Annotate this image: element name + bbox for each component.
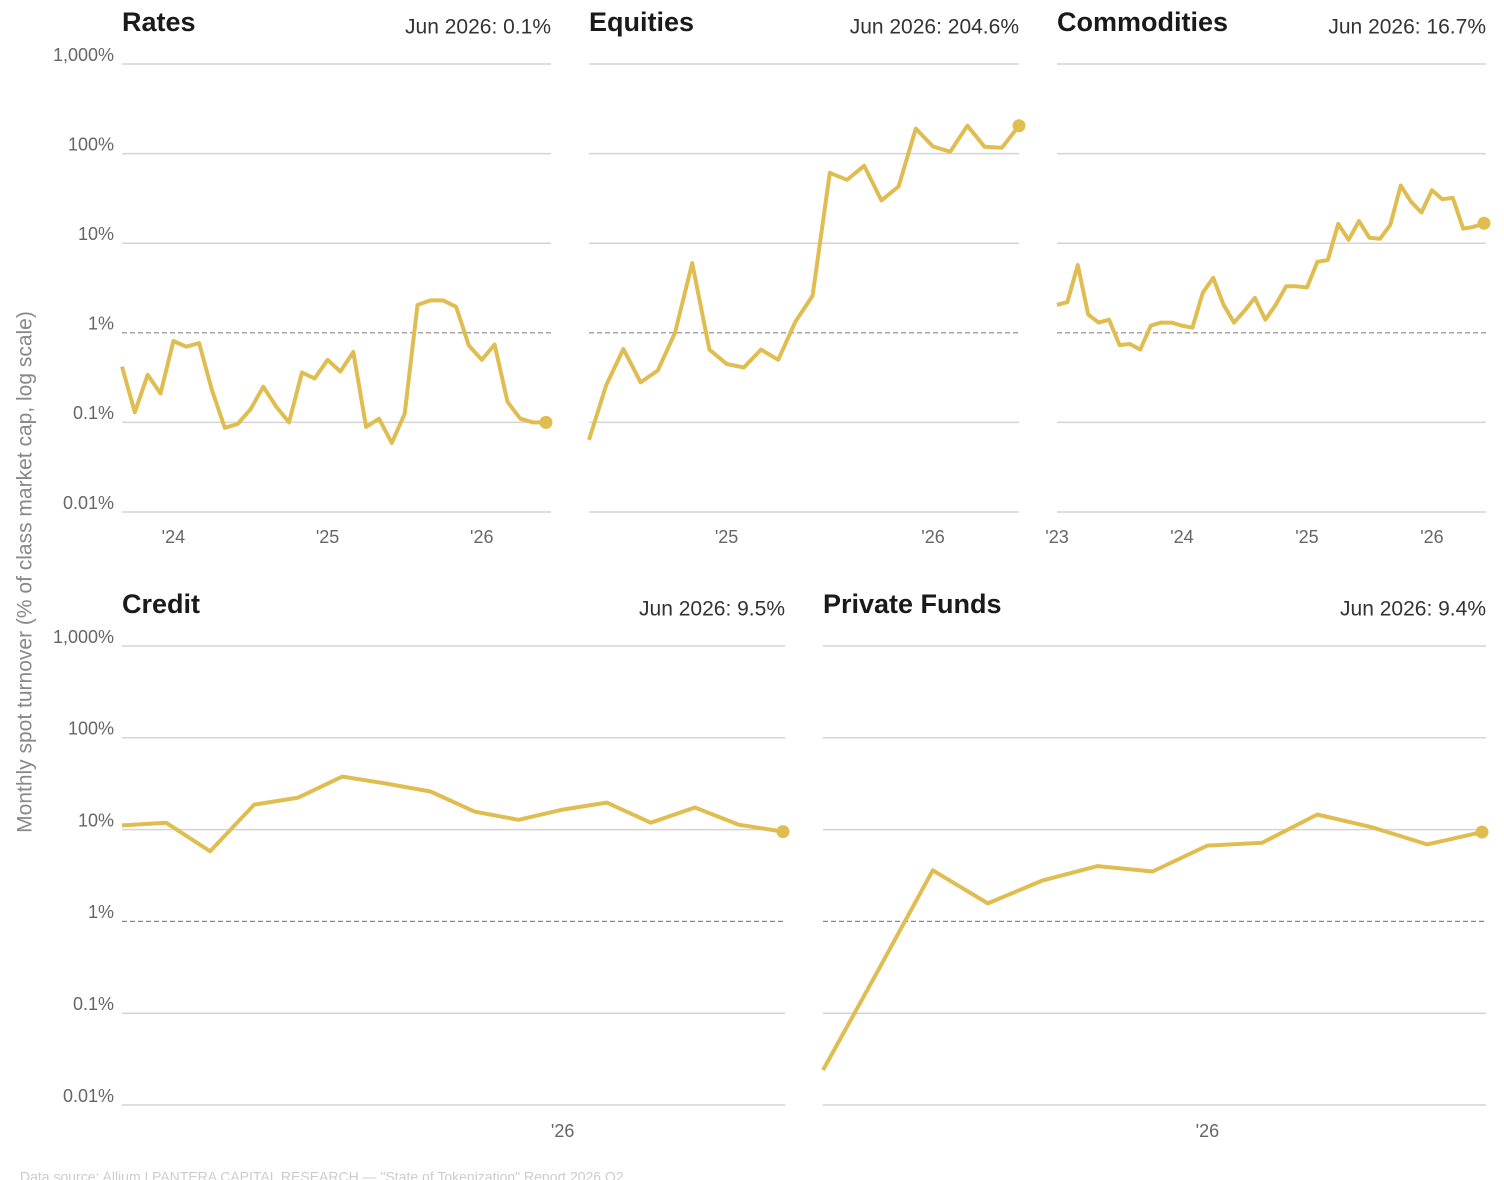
latest-value: Jun 2026: 16.7%: [1328, 16, 1486, 39]
panel-title: Equities: [589, 7, 694, 37]
end-marker: [1012, 119, 1026, 133]
end-marker: [776, 825, 790, 839]
series-line: [587, 123, 1021, 441]
x-tick-label: '26: [921, 527, 944, 547]
y-tick-label: 1%: [88, 314, 114, 334]
y-tick-label: 100%: [68, 134, 114, 154]
y-tick-label: 100%: [68, 719, 114, 739]
latest-value: Jun 2026: 9.5%: [639, 598, 785, 621]
series-line: [1056, 183, 1485, 352]
latest-value: Jun 2026: 9.4%: [1340, 598, 1486, 621]
x-tick-label: '25: [1295, 527, 1318, 547]
x-tick-label: '25: [316, 527, 339, 547]
x-tick-label: '25: [715, 527, 738, 547]
y-tick-label: 10%: [78, 224, 114, 244]
y-tick-label: 0.1%: [73, 403, 114, 423]
y-tick-label: 0.1%: [73, 994, 114, 1014]
latest-value: Jun 2026: 0.1%: [405, 16, 551, 39]
end-marker: [1475, 825, 1489, 839]
x-tick-label: '24: [1170, 527, 1193, 547]
x-tick-label: '26: [470, 527, 493, 547]
y-tick-label: 1,000%: [53, 45, 114, 65]
series-line: [121, 774, 784, 854]
y-tick-label: 1,000%: [53, 627, 114, 647]
y-tick-label: 1%: [88, 902, 114, 922]
end-marker: [539, 415, 553, 429]
panel-title: Commodities: [1057, 7, 1228, 37]
y-tick-label: 0.01%: [63, 493, 114, 513]
source-note: Data source: Allium | PANTERA CAPITAL RE…: [20, 1169, 624, 1180]
x-tick-label: '26: [551, 1121, 574, 1141]
x-tick-label: '26: [1420, 527, 1443, 547]
x-tick-label: '23: [1045, 527, 1068, 547]
end-marker: [1477, 216, 1491, 230]
series-line: [120, 298, 546, 445]
series-line: [821, 812, 1483, 1072]
y-tick-label: 0.01%: [63, 1086, 114, 1106]
panel-title: Rates: [122, 7, 196, 37]
y-tick-label: 10%: [78, 810, 114, 830]
panel-title: Private Funds: [823, 589, 1002, 619]
x-tick-label: '24: [162, 527, 185, 547]
x-tick-label: '26: [1196, 1121, 1219, 1141]
panel-title: Credit: [122, 589, 200, 619]
latest-value: Jun 2026: 204.6%: [850, 16, 1019, 39]
y-axis-label: Monthly spot turnover (% of class market…: [14, 311, 37, 833]
